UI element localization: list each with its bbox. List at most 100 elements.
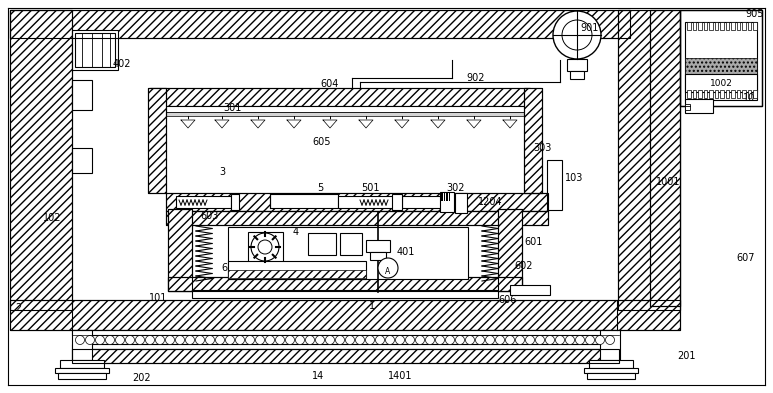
Circle shape <box>226 336 234 345</box>
Polygon shape <box>287 120 301 128</box>
Bar <box>366 240 390 252</box>
Text: 2: 2 <box>15 303 21 313</box>
Bar <box>687 22 690 30</box>
Bar <box>228 227 468 279</box>
Circle shape <box>105 336 114 345</box>
Polygon shape <box>323 120 337 128</box>
Bar <box>338 196 393 208</box>
Bar <box>726 90 729 98</box>
Text: 902: 902 <box>467 73 485 83</box>
Bar <box>685 22 757 100</box>
Circle shape <box>246 336 254 345</box>
Circle shape <box>285 336 295 345</box>
Circle shape <box>425 336 434 345</box>
Circle shape <box>386 336 394 345</box>
Circle shape <box>265 336 274 345</box>
Bar <box>547 160 562 210</box>
Circle shape <box>595 336 604 345</box>
Bar <box>720 22 724 30</box>
Bar <box>589 360 633 368</box>
Circle shape <box>96 336 104 345</box>
Polygon shape <box>395 120 409 128</box>
Bar <box>270 194 338 208</box>
Bar <box>166 193 548 211</box>
Circle shape <box>546 336 554 345</box>
Text: 1401: 1401 <box>388 371 412 381</box>
Circle shape <box>378 258 398 278</box>
Text: 905: 905 <box>746 9 764 19</box>
Bar <box>747 90 751 98</box>
Bar <box>168 209 192 291</box>
Bar <box>455 193 467 213</box>
Circle shape <box>86 336 94 345</box>
Circle shape <box>495 336 505 345</box>
Bar <box>10 300 680 330</box>
Bar <box>650 10 680 306</box>
Circle shape <box>216 336 224 345</box>
Text: 501: 501 <box>361 183 380 193</box>
Circle shape <box>475 336 485 345</box>
Circle shape <box>485 336 495 345</box>
Circle shape <box>236 336 244 345</box>
Bar <box>570 71 584 79</box>
Text: 605: 605 <box>313 137 332 147</box>
Circle shape <box>566 336 574 345</box>
Text: 302: 302 <box>447 183 465 193</box>
Circle shape <box>125 336 135 345</box>
Circle shape <box>305 336 315 345</box>
Bar <box>72 148 92 173</box>
Bar <box>709 90 713 98</box>
Text: 603: 603 <box>201 211 220 221</box>
Circle shape <box>186 336 195 345</box>
Bar <box>618 10 680 310</box>
Text: 606: 606 <box>499 295 517 305</box>
Bar <box>687 90 690 98</box>
Circle shape <box>325 336 335 345</box>
Polygon shape <box>467 120 481 128</box>
Bar <box>176 196 231 208</box>
Text: 5: 5 <box>317 183 323 193</box>
Bar <box>618 10 680 310</box>
Text: 10: 10 <box>743 93 755 103</box>
Bar <box>72 349 619 363</box>
Circle shape <box>455 336 465 345</box>
Text: 202: 202 <box>133 373 152 383</box>
Bar <box>731 90 734 98</box>
Bar <box>72 344 619 349</box>
Circle shape <box>135 336 145 345</box>
Polygon shape <box>215 120 229 128</box>
Text: 602: 602 <box>515 261 533 271</box>
Bar <box>709 22 713 30</box>
Bar <box>72 80 92 110</box>
Bar <box>155 112 527 116</box>
Text: 402: 402 <box>113 59 131 69</box>
Circle shape <box>536 336 544 345</box>
Bar <box>10 300 680 330</box>
Bar <box>166 211 548 225</box>
Bar <box>685 58 757 74</box>
Text: 401: 401 <box>397 247 415 257</box>
Circle shape <box>335 336 345 345</box>
Text: 1: 1 <box>369 301 375 311</box>
Bar <box>498 209 522 291</box>
Bar <box>231 194 239 210</box>
Bar <box>703 22 707 30</box>
Circle shape <box>556 336 564 345</box>
Bar <box>680 10 762 15</box>
Bar <box>10 10 72 310</box>
Bar <box>567 59 587 71</box>
Text: A: A <box>386 268 390 277</box>
Bar <box>747 22 751 30</box>
Bar <box>742 90 745 98</box>
Bar <box>714 22 718 30</box>
Bar <box>148 88 166 193</box>
Bar <box>731 22 734 30</box>
Bar <box>72 330 92 360</box>
Bar <box>402 196 442 208</box>
Polygon shape <box>181 120 195 128</box>
Circle shape <box>562 20 592 50</box>
Bar <box>650 10 680 306</box>
Circle shape <box>155 336 165 345</box>
Circle shape <box>258 240 272 254</box>
Circle shape <box>315 336 325 345</box>
